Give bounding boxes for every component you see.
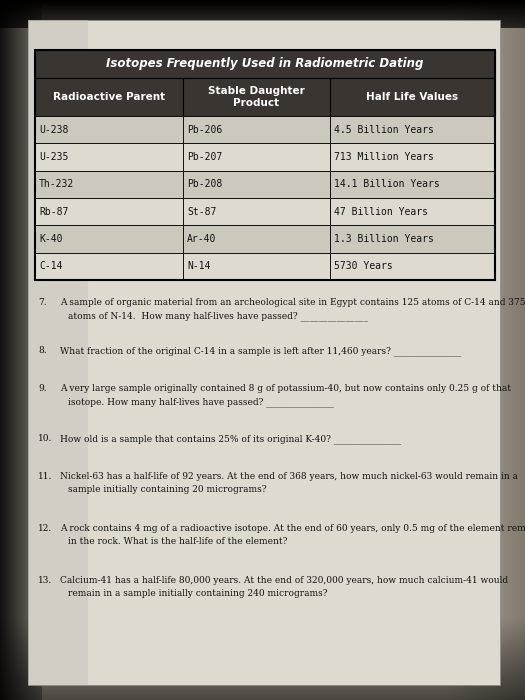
Text: K-40: K-40 bbox=[39, 234, 62, 244]
Text: U-235: U-235 bbox=[39, 152, 68, 162]
Text: atoms of N-14.  How many half-lives have passed? _______________: atoms of N-14. How many half-lives have … bbox=[68, 311, 368, 321]
Bar bbox=[183, 198, 330, 225]
Text: isotope. How many half-lives have passed? _______________: isotope. How many half-lives have passed… bbox=[68, 397, 334, 407]
Bar bbox=[183, 78, 330, 116]
Text: 4.5 Billion Years: 4.5 Billion Years bbox=[334, 125, 434, 134]
Text: 11.: 11. bbox=[38, 472, 52, 481]
Text: St-87: St-87 bbox=[187, 206, 216, 217]
Text: How old is a sample that contains 25% of its original K-40? _______________: How old is a sample that contains 25% of… bbox=[60, 434, 401, 444]
Text: Isotopes Frequently Used in Radiometric Dating: Isotopes Frequently Used in Radiometric … bbox=[106, 57, 424, 71]
Text: Half Life Values: Half Life Values bbox=[366, 92, 458, 102]
Bar bbox=[35, 78, 183, 116]
Bar bbox=[330, 116, 495, 144]
Text: A sample of organic material from an archeological site in Egypt contains 125 at: A sample of organic material from an arc… bbox=[60, 298, 525, 307]
Bar bbox=[183, 253, 330, 280]
Text: 10.: 10. bbox=[38, 434, 52, 443]
Text: Pb-208: Pb-208 bbox=[187, 179, 222, 189]
Bar bbox=[35, 225, 183, 253]
Text: 9.: 9. bbox=[38, 384, 47, 393]
Text: 47 Billion Years: 47 Billion Years bbox=[334, 206, 428, 217]
Bar bbox=[28, 20, 500, 685]
Bar bbox=[35, 144, 183, 171]
Text: A very large sample originally contained 8 g of potassium-40, but now contains o: A very large sample originally contained… bbox=[60, 384, 511, 393]
Text: 713 Million Years: 713 Million Years bbox=[334, 152, 434, 162]
Text: C-14: C-14 bbox=[39, 261, 62, 272]
Bar bbox=[35, 253, 183, 280]
Text: remain in a sample initially containing 240 micrograms?: remain in a sample initially containing … bbox=[68, 589, 328, 598]
Text: in the rock. What is the half-life of the element?: in the rock. What is the half-life of th… bbox=[68, 537, 287, 546]
Text: 1.3 Billion Years: 1.3 Billion Years bbox=[334, 234, 434, 244]
Bar bbox=[330, 171, 495, 198]
Text: N-14: N-14 bbox=[187, 261, 211, 272]
Text: Pb-207: Pb-207 bbox=[187, 152, 222, 162]
Bar bbox=[28, 20, 88, 685]
Text: Rb-87: Rb-87 bbox=[39, 206, 68, 217]
Bar bbox=[35, 171, 183, 198]
Text: U-238: U-238 bbox=[39, 125, 68, 134]
Text: 14.1 Billion Years: 14.1 Billion Years bbox=[334, 179, 440, 189]
Text: Nickel-63 has a half-life of 92 years. At the end of 368 years, how much nickel-: Nickel-63 has a half-life of 92 years. A… bbox=[60, 472, 518, 481]
Text: Calcium-41 has a half-life 80,000 years. At the end of 320,000 years, how much c: Calcium-41 has a half-life 80,000 years.… bbox=[60, 576, 508, 585]
Bar bbox=[35, 50, 495, 78]
Bar bbox=[330, 144, 495, 171]
Bar bbox=[183, 116, 330, 144]
Bar bbox=[35, 198, 183, 225]
Bar bbox=[330, 253, 495, 280]
Bar bbox=[35, 116, 183, 144]
Text: Radioactive Parent: Radioactive Parent bbox=[53, 92, 165, 102]
Text: Ar-40: Ar-40 bbox=[187, 234, 216, 244]
Text: 5730 Years: 5730 Years bbox=[334, 261, 393, 272]
Bar bbox=[330, 78, 495, 116]
Text: 13.: 13. bbox=[38, 576, 52, 585]
Text: 12.: 12. bbox=[38, 524, 52, 533]
Text: 7.: 7. bbox=[38, 298, 47, 307]
Bar bbox=[183, 144, 330, 171]
Bar bbox=[35, 50, 495, 280]
Bar bbox=[183, 225, 330, 253]
Text: sample initially containing 20 micrograms?: sample initially containing 20 microgram… bbox=[68, 485, 267, 494]
Text: What fraction of the original C-14 in a sample is left after 11,460 years? _____: What fraction of the original C-14 in a … bbox=[60, 346, 461, 356]
Bar bbox=[183, 171, 330, 198]
Text: Th-232: Th-232 bbox=[39, 179, 74, 189]
Text: A rock contains 4 mg of a radioactive isotope. At the end of 60 years, only 0.5 : A rock contains 4 mg of a radioactive is… bbox=[60, 524, 525, 533]
Text: 8.: 8. bbox=[38, 346, 47, 355]
Text: Stable Daughter
Product: Stable Daughter Product bbox=[208, 86, 305, 108]
Bar bbox=[330, 198, 495, 225]
Text: Pb-206: Pb-206 bbox=[187, 125, 222, 134]
Bar bbox=[330, 225, 495, 253]
